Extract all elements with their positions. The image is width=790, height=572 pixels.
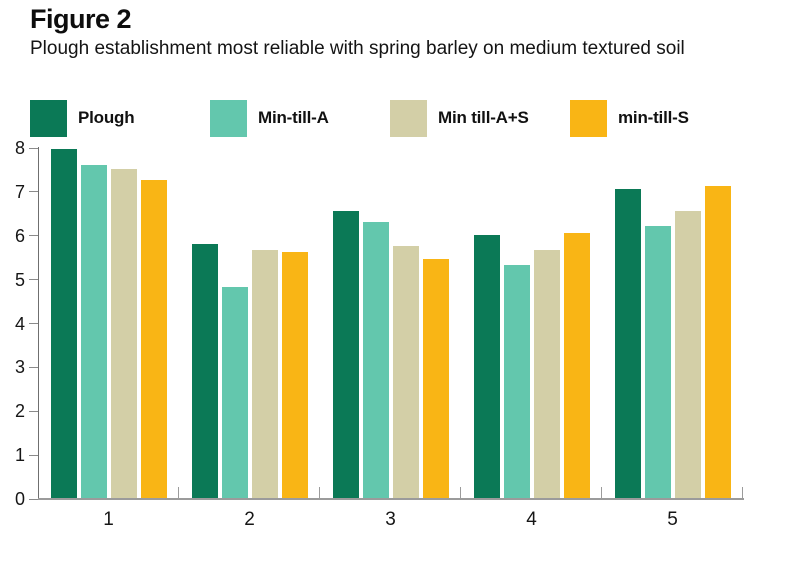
legend-label: Min till-A+S xyxy=(438,108,529,127)
x-tick-label: 3 xyxy=(385,509,396,530)
bar-chart: 0 1 2 3 4 5 6 7 8 1 2 3 4 5 xyxy=(0,138,790,530)
y-tick xyxy=(29,235,38,237)
legend-swatch-min-till-a xyxy=(210,99,247,137)
bar-min-till-s-cat1 xyxy=(141,180,167,498)
legend-label: Plough xyxy=(78,108,135,127)
bar-min-till-s-cat4 xyxy=(564,233,590,498)
bar-min-till-s-cat3 xyxy=(423,259,449,498)
bar-min-till-a-s-cat4 xyxy=(534,250,560,498)
x-tick xyxy=(178,487,179,498)
y-tick-label: 5 xyxy=(14,269,25,290)
y-tick xyxy=(29,279,38,281)
x-tick-label: 1 xyxy=(103,509,114,530)
bar-min-till-a-cat1 xyxy=(81,165,107,498)
legend-item-plough: Plough xyxy=(30,99,135,137)
legend-label: min-till-S xyxy=(618,108,689,127)
figure-label: Figure 2 xyxy=(30,4,132,34)
bar-plough-cat3 xyxy=(333,211,359,498)
y-axis: 0 1 2 3 4 5 6 7 8 xyxy=(0,138,38,509)
y-tick-label: 1 xyxy=(14,445,25,466)
x-axis-line xyxy=(38,498,744,500)
y-tick xyxy=(29,323,38,324)
y-tick xyxy=(29,498,38,500)
legend-swatch-min-till-a-s xyxy=(390,99,427,137)
bar-min-till-a-cat5 xyxy=(645,226,671,498)
bar-min-till-s-cat5 xyxy=(705,186,731,498)
bar-min-till-a-s-cat2 xyxy=(252,250,278,498)
y-tick xyxy=(29,366,38,368)
plot-area xyxy=(38,147,743,498)
y-tick-label: 6 xyxy=(14,225,25,246)
y-tick-label: 0 xyxy=(14,489,25,509)
x-tick xyxy=(601,487,602,498)
x-tick-label: 4 xyxy=(526,509,537,530)
y-tick-label: 3 xyxy=(14,357,25,378)
bar-min-till-s-cat2 xyxy=(282,252,308,498)
chart-legend: Plough Min-till-A Min till-A+S min-till-… xyxy=(0,99,790,137)
x-tick xyxy=(742,487,743,498)
bar-plough-cat1 xyxy=(51,149,77,498)
y-tick-label: 2 xyxy=(14,401,25,422)
y-tick xyxy=(29,147,38,149)
y-tick xyxy=(29,454,38,456)
legend-swatch-min-till-s xyxy=(570,99,607,137)
bar-min-till-a-s-cat3 xyxy=(393,246,419,498)
y-tick-label: 4 xyxy=(14,313,25,334)
x-axis-labels: 1 2 3 4 5 xyxy=(38,509,743,537)
bar-min-till-a-cat3 xyxy=(363,222,389,498)
y-tick-label: 8 xyxy=(14,138,25,158)
legend-item-min-till-s: min-till-S xyxy=(570,99,689,137)
legend-item-min-till-a-s: Min till-A+S xyxy=(390,99,529,137)
bar-min-till-a-cat2 xyxy=(222,287,248,498)
x-tick-label: 5 xyxy=(667,509,678,530)
bar-plough-cat2 xyxy=(192,244,218,498)
bar-plough-cat5 xyxy=(615,189,641,498)
legend-swatch-plough xyxy=(30,99,67,137)
x-tick xyxy=(460,487,461,498)
y-tick xyxy=(29,410,38,412)
y-tick-label: 7 xyxy=(14,181,25,202)
bar-min-till-a-s-cat1 xyxy=(111,169,137,498)
x-tick xyxy=(319,487,320,498)
y-tick xyxy=(29,191,38,193)
bar-plough-cat4 xyxy=(474,235,500,498)
bar-min-till-a-s-cat5 xyxy=(675,211,701,498)
bar-min-till-a-cat4 xyxy=(504,265,530,498)
legend-item-min-till-a: Min-till-A xyxy=(210,99,329,137)
y-axis-line xyxy=(38,147,39,500)
legend-label: Min-till-A xyxy=(258,108,329,127)
figure-subtitle: Plough establishment most reliable with … xyxy=(30,38,685,59)
x-tick-label: 2 xyxy=(244,509,255,530)
